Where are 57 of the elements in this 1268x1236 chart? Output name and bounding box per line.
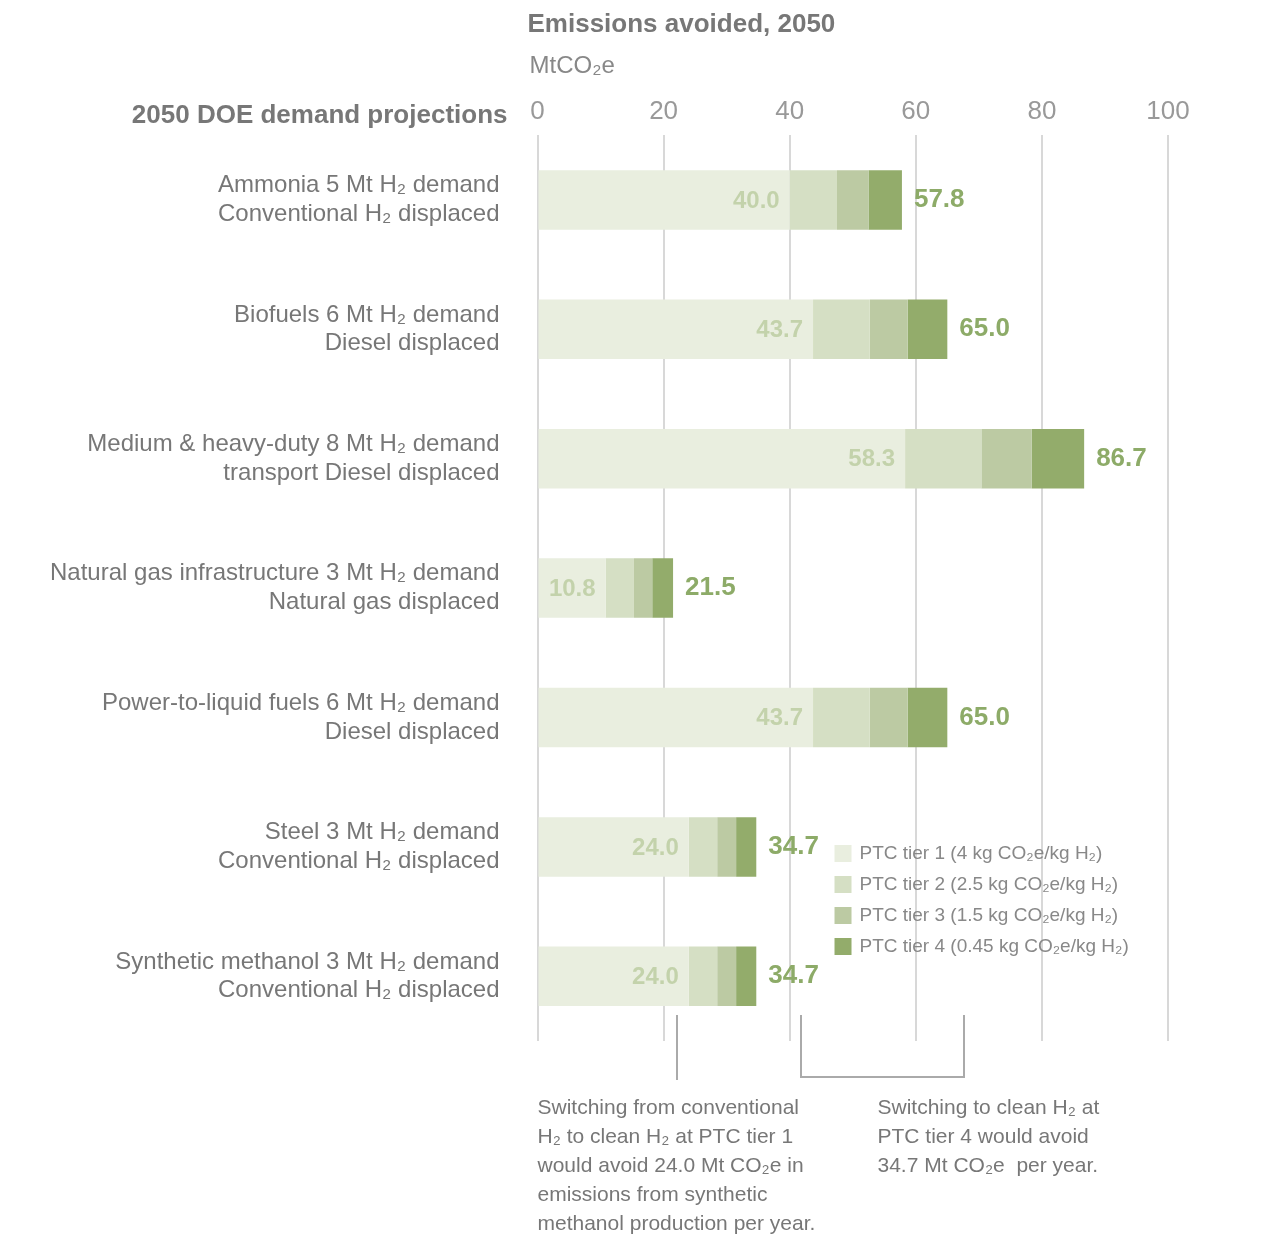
bar	[538, 558, 606, 618]
x-tick-label: 40	[775, 94, 805, 125]
legend-label: PTC tier 4 (0.45 kg CO₂e/kg H₂)	[859, 935, 1129, 957]
bar	[813, 299, 870, 360]
total-label: 57.8	[913, 183, 965, 214]
y-tick-label: Natural gas infrastructure 3 Mt H₂ demand Natural gas displaced	[49, 558, 500, 615]
bar	[633, 558, 653, 618]
bar	[688, 817, 718, 877]
bar	[538, 428, 906, 489]
x-tick-label: 100	[1146, 94, 1190, 125]
legend-label: PTC tier 1 (4 kg CO₂e/kg H₂)	[859, 842, 1103, 864]
total-label: 65.0	[959, 700, 1010, 731]
x-axis-title: MtCO₂e	[529, 50, 615, 78]
total-label: 21.5	[685, 571, 736, 602]
y-tick-label: Ammonia 5 Mt H₂ demand Conventional H₂ displaced	[218, 170, 500, 226]
bar	[905, 428, 982, 489]
y-tick-label: Steel 3 Mt H₂ demand Conventional H₂ displaced	[218, 817, 500, 873]
total-label: 34.7	[768, 830, 819, 861]
bar	[538, 946, 689, 1007]
bar	[538, 817, 689, 877]
bar	[813, 687, 870, 748]
bar	[869, 299, 908, 360]
bar	[836, 170, 869, 230]
bar	[717, 817, 737, 877]
x-tick-label: 60	[901, 94, 931, 125]
text: Switching to clean H₂ at PTC tier 4 would avoid 34.7 Mt CO₂e per year.	[877, 1094, 1100, 1176]
bar	[605, 558, 634, 618]
x-tick-label: 80	[1027, 94, 1057, 125]
y-tick-label: Medium & heavy-duty 8 Mt H₂ demand transport Diesel displaced	[87, 428, 500, 485]
y-tick-label: Biofuels 6 Mt H₂ demand Diesel displaced	[234, 299, 500, 356]
bar	[907, 687, 948, 748]
y-tick-label: Synthetic methanol 3 Mt H₂ demand Conventional H₂ displaced	[115, 946, 500, 1003]
bar	[789, 170, 837, 230]
total-label: 65.0	[959, 312, 1010, 343]
legend-label: PTC tier 2 (2.5 kg CO₂e/kg H₂)	[859, 873, 1119, 895]
x-tick-label: 20	[649, 94, 679, 125]
y-axis-title: 2050 DOE demand projections	[131, 99, 508, 130]
bar	[717, 946, 737, 1007]
bar	[907, 299, 948, 360]
total-label: 86.7	[1096, 441, 1147, 472]
legend-label: PTC tier 3 (1.5 kg CO₂e/kg H₂)	[859, 904, 1119, 926]
bar	[736, 817, 757, 877]
bar	[736, 946, 757, 1007]
bar	[538, 299, 814, 360]
bar	[688, 946, 718, 1007]
x-tick-label: 0	[530, 94, 545, 125]
text: Switching from conventional H₂ to clean H₂ at PTC tier 1 would avoid 24.0 Mt CO₂e in emissions from synthetic methanol production per year.	[536, 1094, 816, 1234]
bar	[981, 428, 1032, 489]
total-label: 34.7	[768, 959, 819, 990]
bar	[538, 687, 814, 748]
bar	[652, 558, 674, 618]
bar	[1031, 428, 1085, 489]
bar	[868, 170, 902, 230]
bar	[869, 687, 908, 748]
bar	[538, 170, 790, 230]
chart-title: Emissions avoided, 2050	[527, 8, 836, 39]
y-tick-label: Power-to-liquid fuels 6 Mt H₂ demand Diesel displaced	[102, 687, 500, 744]
